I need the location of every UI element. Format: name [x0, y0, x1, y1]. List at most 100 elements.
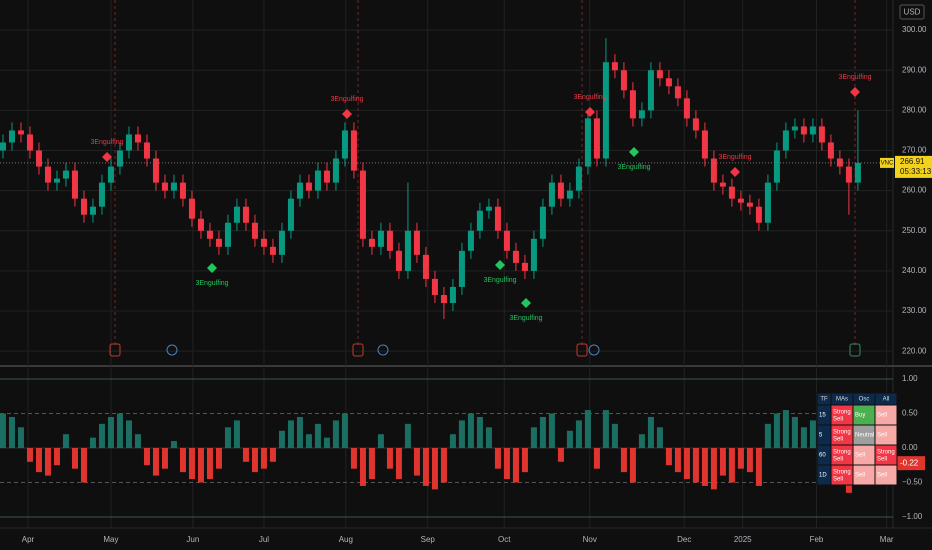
histogram-bar	[206, 448, 213, 480]
table-cell	[874, 464, 898, 486]
candle-body	[377, 230, 384, 247]
dividend-marker	[166, 344, 178, 356]
histogram-bar	[179, 448, 186, 473]
histogram-bar	[134, 434, 141, 448]
currency: USD	[904, 8, 921, 17]
candle-body	[323, 170, 330, 183]
candle-body	[476, 210, 483, 231]
histogram-bar	[116, 413, 123, 448]
candle-body	[683, 98, 690, 119]
candle-body	[782, 130, 789, 151]
histogram-bar	[215, 448, 222, 469]
table-cell-line: Strong	[833, 469, 851, 475]
histogram-bar	[557, 448, 564, 462]
candle-body	[395, 250, 402, 271]
histogram-bar	[719, 448, 726, 476]
candle-body	[638, 110, 645, 119]
histogram-bar	[278, 430, 285, 448]
histogram-bar	[710, 448, 717, 490]
histogram-bar	[503, 448, 510, 480]
currency-box	[899, 4, 925, 20]
candle-body	[620, 70, 627, 91]
annotation: 3Engulfing	[195, 280, 228, 287]
table-cell-line: Sell	[877, 456, 887, 462]
symbol: VNC	[881, 160, 894, 166]
candle-body	[809, 126, 816, 135]
histogram-bar	[656, 427, 663, 448]
candle-body	[548, 182, 555, 207]
candle-body	[629, 90, 636, 119]
table-cell-line: Sell	[833, 416, 843, 422]
table-cell-text: Sell	[877, 413, 887, 419]
earnings-marker	[109, 343, 121, 357]
x-tick-label: Oct	[498, 535, 511, 544]
countdown: 05:33:13	[900, 167, 932, 176]
histogram-bar	[602, 410, 609, 448]
histogram-bar	[773, 413, 780, 448]
histogram-bar	[728, 448, 735, 483]
histogram-bar	[359, 448, 366, 486]
candle-body	[125, 134, 132, 151]
candle-body	[836, 158, 843, 167]
signal-diamond	[585, 107, 595, 117]
candle-body	[260, 238, 267, 247]
histogram-bar	[467, 413, 474, 448]
x-tick-label: Mar	[880, 535, 894, 544]
candle-body	[422, 254, 429, 279]
candle-body	[764, 182, 771, 223]
candle-body	[278, 230, 285, 255]
table-cell-text: Sell	[855, 453, 865, 459]
candle-body	[53, 178, 60, 183]
histogram-bar	[692, 448, 699, 483]
table-cell-text: Strong Sell	[833, 409, 851, 422]
histogram-bar	[224, 427, 231, 448]
table-cell-line: Strong	[833, 429, 851, 435]
histogram-bar	[260, 448, 267, 469]
histogram-bar	[422, 448, 429, 486]
candle-body	[773, 150, 780, 183]
histogram-bar	[449, 434, 456, 448]
candle-body	[269, 246, 276, 255]
table-cell-text: 1D	[819, 473, 827, 479]
annotation: 3Engulfing	[573, 94, 606, 101]
candle-body	[179, 182, 186, 199]
table-cell-line: Strong	[833, 449, 851, 455]
table-header: Osc	[859, 397, 870, 403]
annotation: 3Engulfing	[617, 164, 650, 171]
candle-body	[854, 162, 861, 183]
candle-body	[152, 158, 159, 183]
histogram-bar	[440, 448, 447, 483]
candle-body	[575, 166, 582, 191]
x-tick-label: Jun	[186, 535, 199, 544]
candle-body	[134, 134, 141, 143]
x-tick-label: Apr	[22, 535, 35, 544]
histogram-bar	[800, 427, 807, 448]
x-tick-label: Jul	[259, 535, 269, 544]
histogram-bar	[305, 434, 312, 448]
histogram-bar	[296, 416, 303, 448]
histogram-bar	[332, 420, 339, 448]
candle-body	[386, 230, 393, 251]
candle-body	[503, 230, 510, 251]
candle-body	[206, 230, 213, 239]
histogram-bar	[413, 448, 420, 476]
table-cell-text: Strong Sell	[833, 449, 851, 462]
table-cell-text: Neutral	[855, 433, 874, 439]
y-tick-label: 220.00	[902, 346, 927, 355]
histogram-bar	[539, 416, 546, 448]
x-tick-label: May	[103, 535, 118, 544]
histogram-bar	[638, 434, 645, 448]
signal-diamond	[207, 263, 217, 273]
candle-body	[593, 118, 600, 159]
candle-body	[98, 182, 105, 207]
annotation: 3Engulfing	[718, 154, 751, 161]
candle-body	[0, 142, 6, 151]
candle-body	[710, 158, 717, 183]
earnings-marker	[576, 343, 588, 357]
histogram-bar	[368, 448, 375, 480]
histogram-bar	[62, 434, 69, 448]
histogram-bar	[476, 416, 483, 448]
histogram-bar	[548, 413, 555, 448]
histogram-bar	[521, 448, 528, 473]
candle-body	[746, 202, 753, 207]
